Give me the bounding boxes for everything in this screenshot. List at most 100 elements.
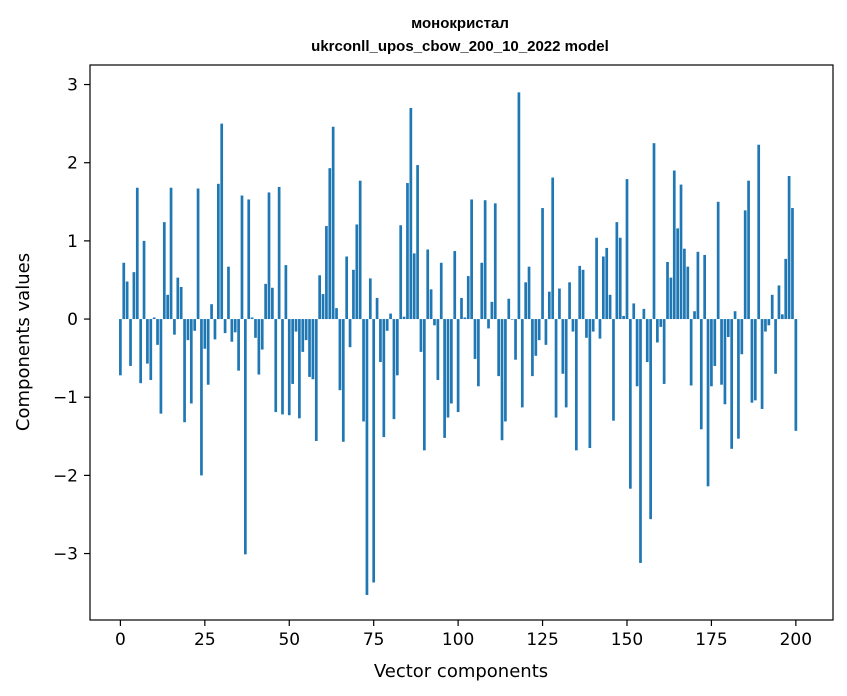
bar-119: [520, 319, 524, 408]
bar-13: [162, 222, 166, 320]
bar-157: [649, 319, 652, 520]
bar-20: [186, 319, 190, 341]
bar-122: [531, 319, 534, 377]
bar-43: [264, 283, 267, 320]
chart-title: монокристал: [411, 15, 509, 32]
bar-84: [402, 316, 406, 320]
bar-14: [166, 294, 170, 320]
bar-147: [615, 222, 619, 320]
bar-185: [743, 210, 747, 320]
bar-24: [200, 319, 203, 476]
bar-153: [635, 319, 639, 387]
bar-137: [581, 269, 585, 320]
bar-182: [733, 311, 737, 320]
bar-19: [183, 319, 186, 423]
bar-173: [703, 254, 707, 320]
bar-3: [129, 319, 132, 366]
bar-30: [220, 123, 224, 320]
bar-68: [348, 319, 352, 348]
bar-65: [338, 319, 342, 391]
bar-198: [787, 176, 791, 320]
bar-45: [271, 287, 274, 320]
bar-76: [375, 297, 379, 320]
bar-101: [460, 297, 463, 320]
bar-57: [311, 319, 315, 380]
bar-109: [487, 319, 490, 329]
y-tick-label--3: −3: [53, 545, 78, 565]
bar-6: [139, 319, 143, 384]
bar-152: [632, 303, 636, 320]
bar-81: [392, 319, 396, 420]
bar-105: [473, 319, 477, 359]
bar-39: [250, 317, 254, 320]
bar-97: [446, 319, 450, 418]
x-tick-label-150: 150: [611, 630, 643, 650]
bar-178: [720, 319, 723, 385]
bar-7: [142, 240, 146, 320]
bar-179: [723, 319, 727, 405]
y-tick-label--2: −2: [53, 466, 78, 486]
bar-17: [176, 277, 180, 320]
bar-128: [551, 177, 555, 320]
bar-131: [561, 319, 565, 374]
bar-37: [244, 319, 247, 555]
bar-163: [669, 277, 673, 320]
bar-170: [693, 311, 696, 320]
bar-35: [237, 319, 240, 371]
bar-59: [318, 275, 321, 320]
bar-148: [618, 237, 622, 320]
bar-160: [659, 319, 663, 327]
bar-162: [666, 261, 669, 320]
bar-54: [301, 319, 305, 352]
x-tick-label-175: 175: [695, 630, 727, 650]
x-tick-label-0: 0: [115, 630, 126, 650]
bar-8: [146, 319, 149, 364]
bar-34: [233, 319, 237, 333]
bar-176: [713, 319, 717, 366]
y-axis-ticks: −3 −2 −1 0 1 2 3: [53, 76, 90, 565]
bar-61: [325, 226, 328, 320]
bar-63: [331, 126, 335, 320]
bar-16: [173, 319, 176, 335]
bar-94: [436, 319, 440, 381]
bar-130: [558, 288, 561, 320]
bar-121: [527, 266, 531, 320]
bar-23: [196, 188, 200, 320]
bar-161: [662, 319, 666, 384]
bar-190: [760, 319, 764, 409]
bar-29: [216, 183, 220, 320]
bar-172: [699, 319, 703, 430]
bar-189: [757, 144, 761, 320]
bar-120: [524, 282, 528, 320]
bar-62: [328, 168, 332, 320]
bar-111: [493, 203, 497, 320]
bar-75: [372, 319, 376, 583]
y-tick-label-2: 2: [67, 154, 78, 174]
bar-112: [497, 319, 500, 377]
bar-93: [433, 319, 436, 326]
bar-133: [568, 282, 571, 320]
bar-104: [470, 199, 473, 320]
bar-158: [652, 143, 656, 320]
bar-71: [358, 180, 362, 320]
bar-103: [466, 276, 470, 320]
bar-18: [179, 287, 183, 320]
bar-183: [737, 319, 740, 439]
bar-67: [345, 256, 349, 320]
bar-73: [365, 319, 369, 595]
bar-80: [389, 313, 392, 320]
y-tick-label-1: 1: [67, 232, 78, 252]
bar-52: [294, 319, 298, 332]
plot-frame: [89, 64, 834, 621]
bar-89: [419, 319, 423, 352]
bar-58: [314, 319, 318, 441]
bar-187: [750, 319, 754, 403]
bar-143: [601, 256, 605, 320]
bar-188: [753, 319, 757, 401]
bar-139: [588, 319, 592, 449]
y-tick-label-0: 0: [67, 310, 78, 330]
bar-145: [608, 294, 612, 320]
bar-196: [780, 314, 784, 320]
bar-169: [689, 319, 693, 386]
y-tick-label-3: 3: [67, 76, 78, 96]
